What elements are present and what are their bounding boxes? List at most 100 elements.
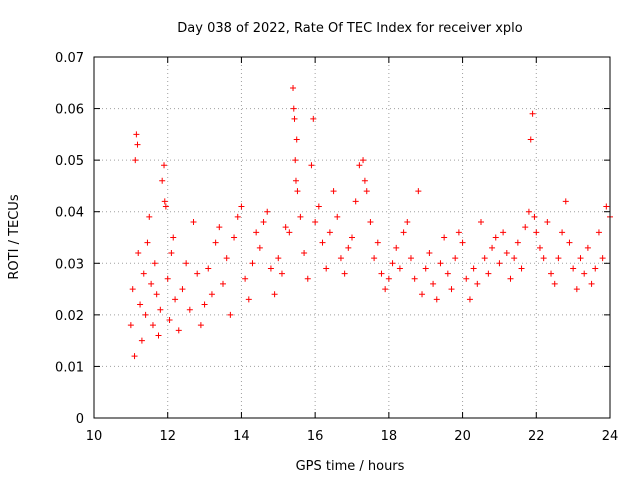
- data-point: [562, 198, 569, 205]
- data-point: [159, 177, 166, 184]
- data-point: [190, 219, 197, 226]
- data-point: [599, 255, 606, 262]
- data-point: [264, 208, 271, 215]
- x-tick-label: 18: [381, 429, 398, 444]
- data-point: [179, 286, 186, 293]
- data-point: [393, 244, 400, 251]
- x-axis-label: GPS time / hours: [296, 459, 405, 474]
- data-point: [360, 157, 367, 164]
- data-point: [132, 157, 139, 164]
- data-point: [205, 265, 212, 272]
- data-point: [310, 115, 317, 122]
- data-points: [127, 84, 613, 360]
- data-point: [282, 224, 289, 231]
- data-point: [175, 327, 182, 334]
- data-point: [157, 306, 164, 313]
- data-point: [242, 275, 249, 282]
- data-point: [478, 219, 484, 226]
- data-point: [455, 229, 462, 236]
- axis-ticks: 10 12 14 16 18 20 22 24 0 0.01 0.02 0.03 0.04 0.05 0.0…: [55, 51, 618, 444]
- data-point: [559, 229, 566, 236]
- data-point: [441, 234, 448, 241]
- data-point: [278, 270, 285, 277]
- x-tick-label: 14: [233, 429, 250, 444]
- data-point: [566, 239, 573, 246]
- data-point: [540, 255, 547, 262]
- data-point: [315, 203, 322, 210]
- data-point: [271, 291, 278, 298]
- data-point: [367, 219, 374, 226]
- data-point: [382, 286, 389, 293]
- data-point: [422, 265, 429, 272]
- data-point: [349, 234, 355, 241]
- x-tick-label: 12: [159, 429, 176, 444]
- data-point: [138, 337, 145, 344]
- data-point: [584, 244, 591, 251]
- data-point: [301, 249, 308, 256]
- chart-title: Day 038 of 2022, Rate Of TEC Index for r…: [177, 21, 522, 36]
- data-point: [503, 249, 510, 256]
- data-point: [161, 198, 168, 205]
- data-point: [148, 280, 155, 287]
- data-point: [466, 296, 473, 303]
- y-axis-label: ROTI / TECUs: [7, 194, 22, 279]
- data-point: [326, 229, 333, 236]
- data-point: [511, 255, 518, 262]
- data-point: [186, 306, 193, 313]
- data-point: [146, 213, 153, 220]
- data-point: [275, 255, 282, 262]
- data-point: [400, 229, 407, 236]
- data-point: [555, 255, 562, 262]
- data-point: [463, 275, 470, 282]
- data-point: [170, 234, 177, 241]
- data-point: [253, 229, 260, 236]
- data-point: [592, 265, 599, 272]
- y-tick-label: 0.04: [55, 206, 84, 221]
- data-point: [548, 270, 555, 277]
- data-point: [294, 188, 301, 195]
- data-point: [595, 229, 602, 236]
- x-tick-label: 20: [454, 429, 471, 444]
- data-point: [474, 280, 481, 287]
- data-point: [345, 244, 352, 251]
- data-point: [201, 301, 208, 308]
- x-tick-label: 24: [602, 429, 619, 444]
- data-point: [129, 286, 136, 293]
- data-point: [544, 219, 551, 226]
- data-point: [433, 296, 440, 303]
- data-point: [378, 270, 385, 277]
- data-point: [570, 265, 577, 272]
- data-point: [525, 208, 532, 215]
- data-point: [531, 213, 538, 220]
- y-tick-label: 0.02: [55, 309, 84, 324]
- data-point: [292, 157, 299, 164]
- data-point: [231, 234, 238, 241]
- data-point: [131, 353, 138, 360]
- data-point: [374, 239, 381, 246]
- data-point: [137, 301, 144, 308]
- y-tick-label: 0.03: [55, 257, 84, 272]
- data-point: [551, 280, 558, 287]
- data-point: [223, 255, 230, 262]
- data-point: [212, 239, 219, 246]
- data-point: [312, 219, 319, 226]
- data-point: [430, 280, 437, 287]
- data-point: [492, 234, 499, 241]
- data-point: [319, 239, 326, 246]
- data-point: [153, 291, 160, 298]
- data-point: [573, 286, 580, 293]
- y-tick-label: 0.05: [55, 154, 84, 169]
- data-point: [385, 275, 392, 282]
- data-point: [459, 239, 466, 246]
- data-point: [151, 260, 158, 267]
- data-point: [267, 265, 274, 272]
- data-point: [352, 198, 359, 205]
- data-point: [419, 291, 426, 298]
- data-point: [533, 229, 540, 236]
- data-point: [527, 136, 534, 143]
- y-tick-label: 0: [76, 412, 84, 427]
- data-point: [286, 229, 293, 236]
- data-point: [245, 296, 252, 303]
- data-point: [470, 265, 477, 272]
- data-point: [323, 265, 330, 272]
